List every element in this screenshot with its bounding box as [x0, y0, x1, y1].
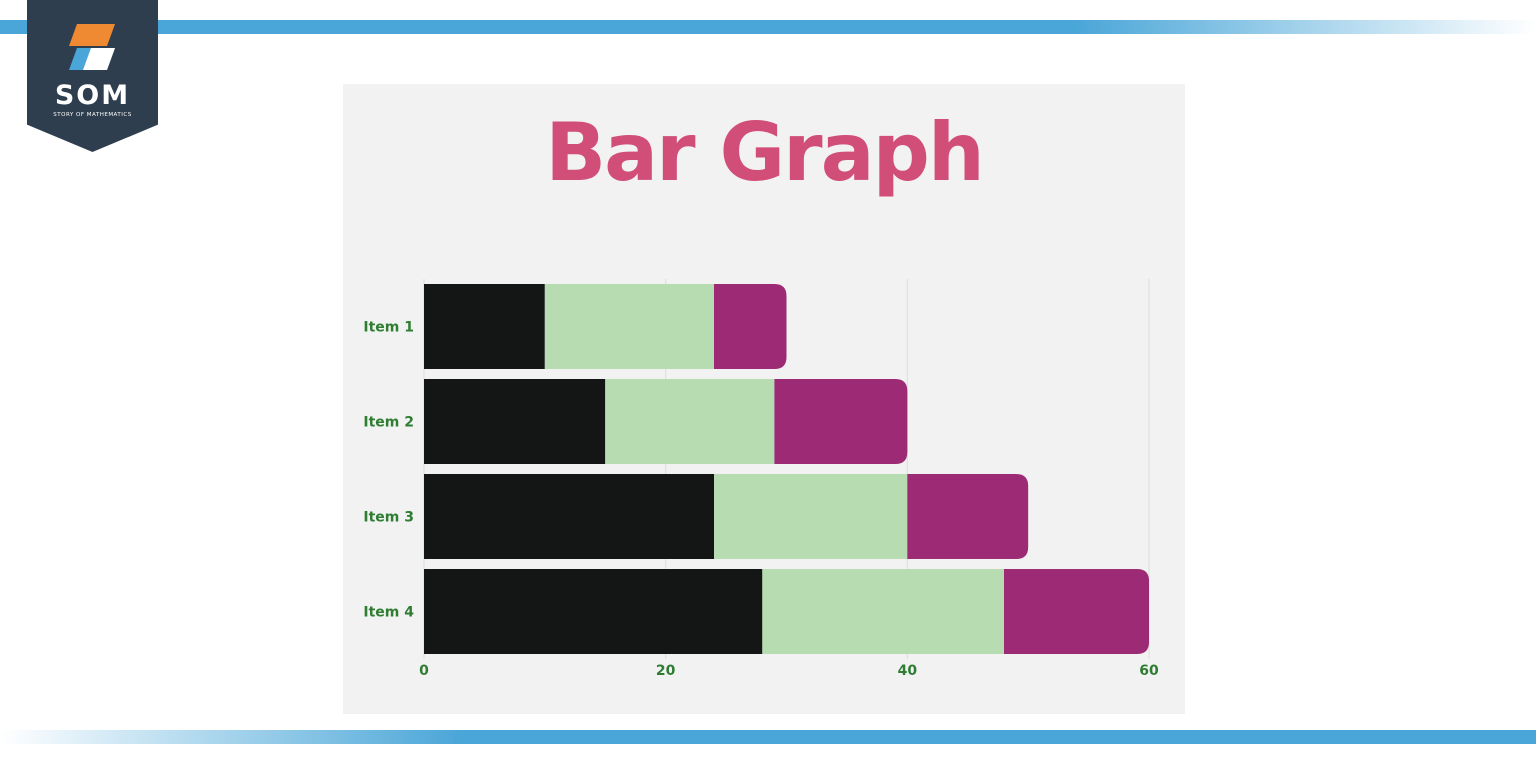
logo-subtitle: STORY OF MATHEMATICS: [53, 112, 132, 118]
bar-item-2-segment-1: [424, 379, 606, 464]
bar-item-1-segment-3: [714, 284, 787, 369]
bar-item-3-segment-3: [907, 474, 1029, 559]
som-logo-icon: [69, 24, 115, 70]
bar-item-1-segment-1: [424, 284, 545, 369]
bar-chart: Item 1 Item 2 Item 3 Item 4 0 20 40 60: [363, 279, 1159, 679]
bar-item-4-segment-3: [1004, 569, 1149, 654]
bottom-stripe: [0, 730, 1536, 744]
category-label-2: Item 2: [363, 415, 414, 431]
category-label-4: Item 4: [363, 605, 414, 621]
x-tick-label-20: 20: [656, 663, 676, 679]
chart-title: Bar Graph: [545, 106, 985, 199]
category-label-3: Item 3: [363, 510, 414, 526]
bar-item-4-segment-1: [424, 569, 763, 654]
x-tick-label-0: 0: [419, 663, 429, 679]
chart-panel: Bar Graph Item 1 Item 2 Item 3 Item 4 0 20 40 6…: [343, 84, 1185, 714]
x-tick-label-60: 60: [1139, 663, 1159, 679]
bar-item-1-segment-2: [544, 284, 714, 369]
bar-item-3-segment-2: [714, 474, 908, 559]
top-stripe: [0, 20, 1536, 34]
x-tick-label-40: 40: [898, 663, 918, 679]
category-label-1: Item 1: [363, 320, 414, 336]
som-logo[interactable]: SOM STORY OF MATHEMATICS: [27, 0, 158, 152]
logo-text: SOM: [54, 80, 131, 111]
bar-item-3-segment-1: [424, 474, 714, 559]
bar-item-4-segment-2: [762, 569, 1004, 654]
bar-item-2-segment-3: [774, 379, 908, 464]
bar-item-2-segment-2: [605, 379, 775, 464]
